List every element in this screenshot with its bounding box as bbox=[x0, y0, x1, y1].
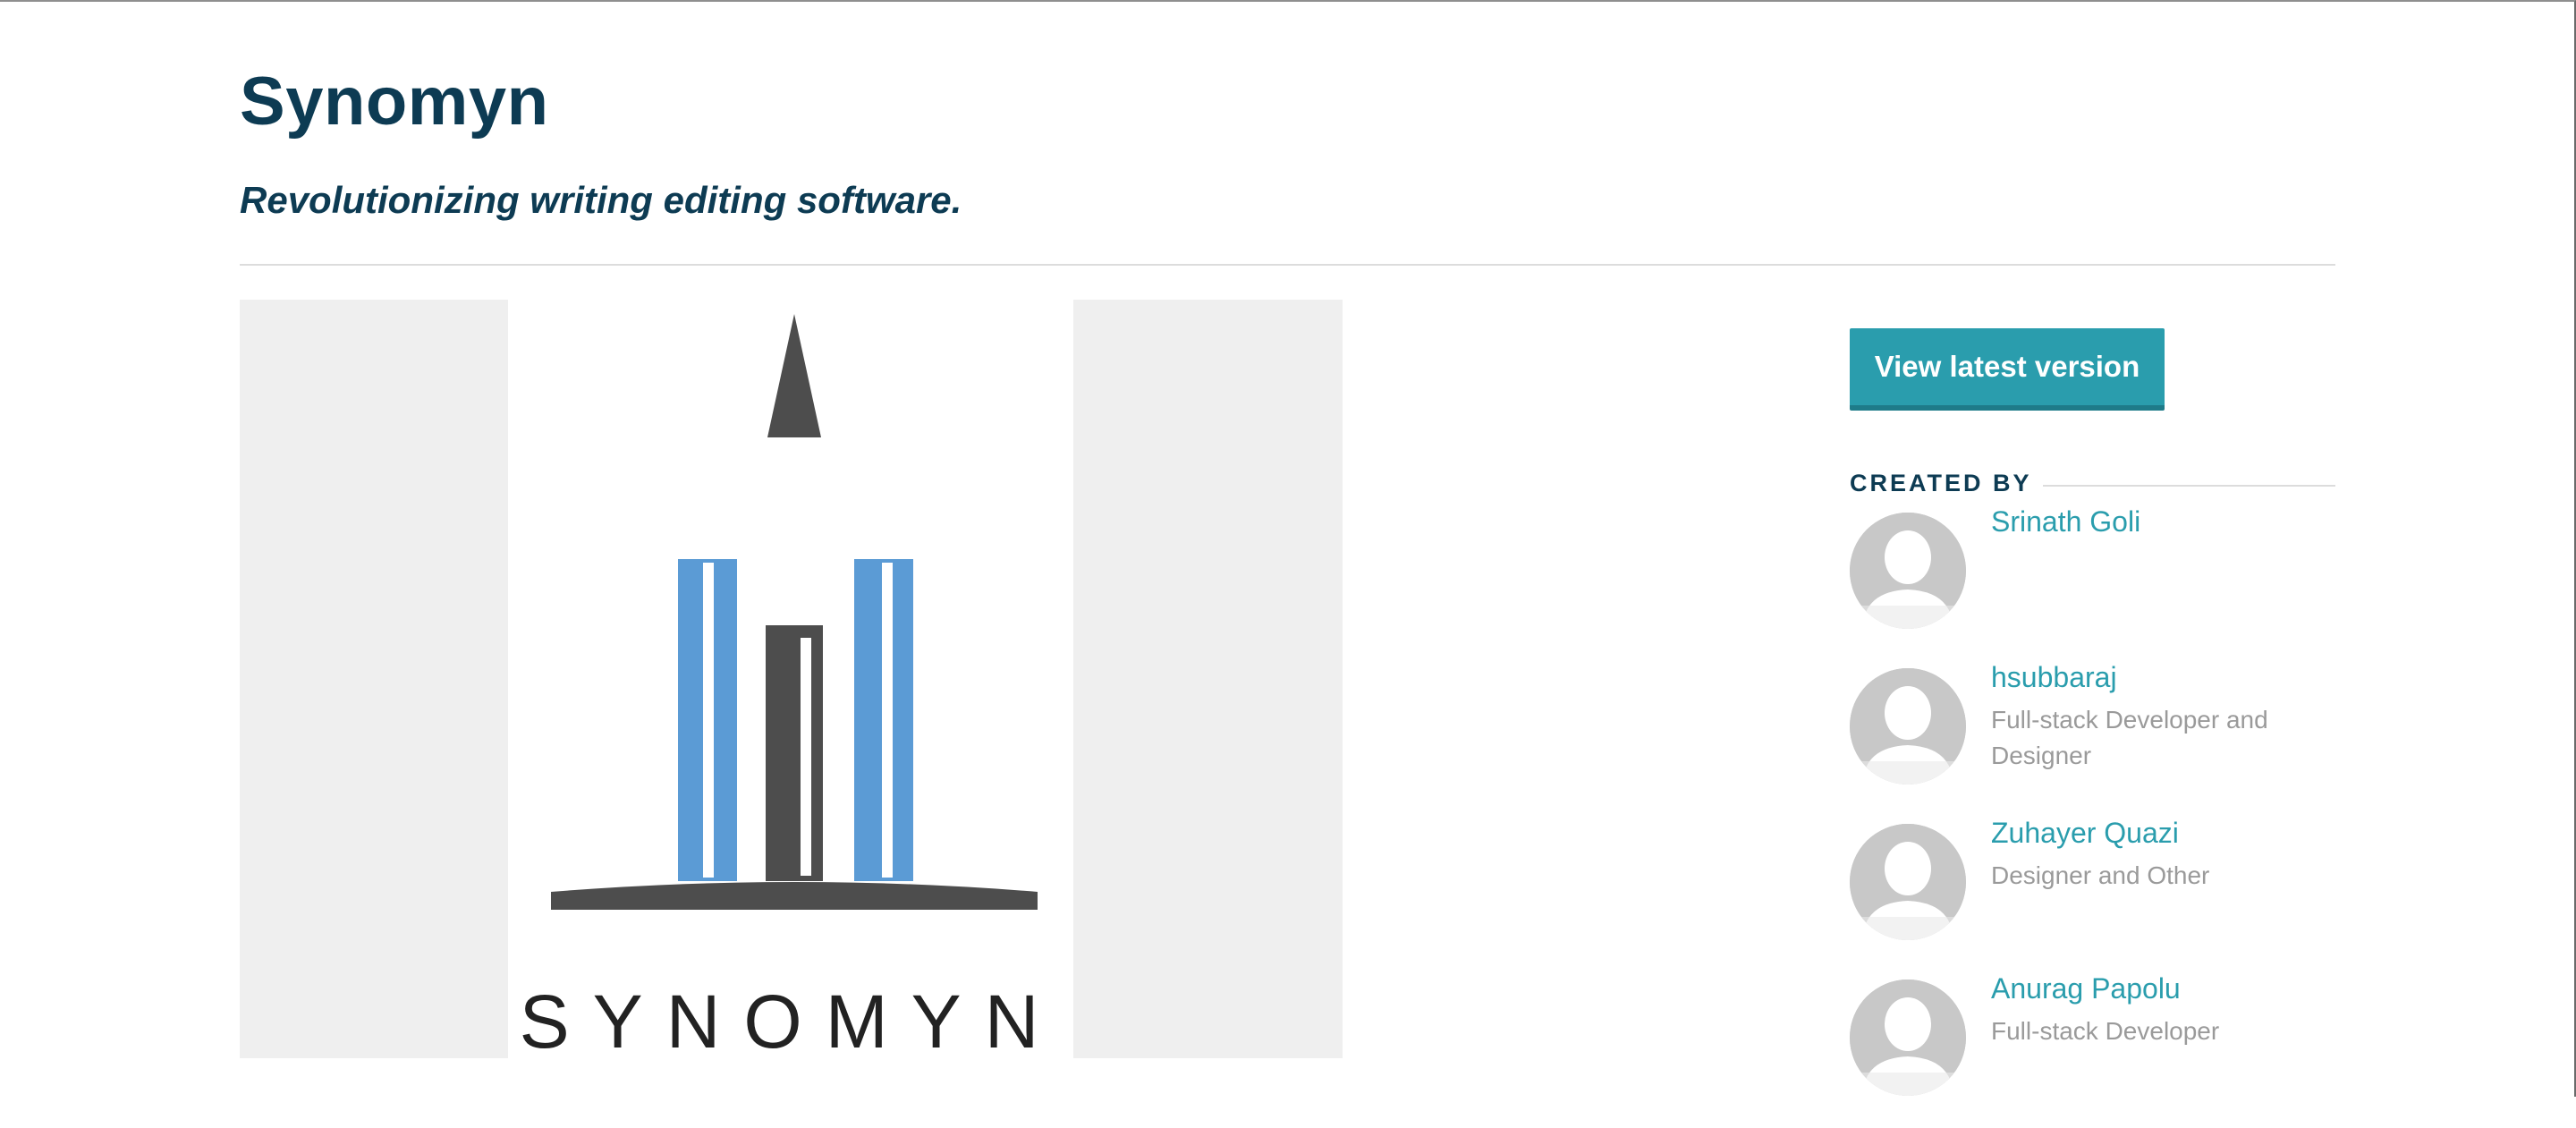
user-avatar-icon[interactable] bbox=[1850, 980, 1966, 1096]
member-item: Zuhayer Quazi Designer and Other bbox=[1850, 817, 2335, 972]
member-name-link[interactable]: Anurag Papolu bbox=[1991, 972, 2181, 1005]
project-page: Synomyn Revolutionizing writing editing … bbox=[0, 0, 2576, 1097]
page-title: Synomyn bbox=[240, 64, 549, 140]
member-list: Srinath Goli hsubbaraj Full-stack Develo… bbox=[1850, 505, 2335, 1128]
project-logo-image[interactable]: SYNOMYN bbox=[508, 300, 1073, 1058]
logo-base bbox=[551, 882, 1038, 910]
member-name-link[interactable]: hsubbaraj bbox=[1991, 661, 2117, 693]
logo-center-pillar bbox=[766, 625, 823, 881]
header-divider bbox=[240, 264, 2335, 266]
project-tagline: Revolutionizing writing editing software… bbox=[240, 179, 962, 221]
user-avatar-icon[interactable] bbox=[1850, 824, 1966, 940]
logo-wordmark: SYNOMYN bbox=[520, 980, 1063, 1058]
logo-triangle bbox=[767, 314, 821, 437]
project-gallery[interactable]: SYNOMYN bbox=[240, 300, 1343, 1058]
member-role: Full-stack Developer and Designer bbox=[1991, 706, 2268, 769]
member-role: Designer and Other bbox=[1991, 861, 2210, 889]
user-avatar-icon[interactable] bbox=[1850, 668, 1966, 785]
user-avatar-icon[interactable] bbox=[1850, 513, 1966, 629]
created-by-divider bbox=[1850, 485, 2335, 487]
member-role: Full-stack Developer bbox=[1991, 1017, 2220, 1045]
view-latest-version-button[interactable]: View latest version bbox=[1850, 328, 2165, 411]
member-name-link[interactable]: Zuhayer Quazi bbox=[1991, 817, 2179, 849]
synomyn-logo: SYNOMYN bbox=[520, 314, 1063, 1058]
created-by-label: CREATED BY bbox=[1850, 470, 2043, 497]
member-item: hsubbaraj Full-stack Developer and Desig… bbox=[1850, 661, 2335, 817]
member-item: Anurag Papolu Full-stack Developer bbox=[1850, 972, 2335, 1128]
member-item: Srinath Goli bbox=[1850, 505, 2335, 661]
created-by-header: CREATED BY bbox=[1850, 470, 2335, 502]
member-name-link[interactable]: Srinath Goli bbox=[1991, 505, 2141, 538]
sidebar: View latest version CREATED BY Srinath G… bbox=[1850, 328, 2335, 1128]
